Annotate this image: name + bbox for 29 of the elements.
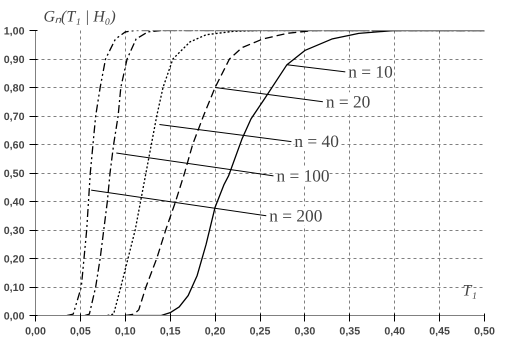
x-tick-label: 0,25 xyxy=(250,326,270,337)
annotation: n = 40 xyxy=(294,132,339,152)
x-tick-label: 0,30 xyxy=(294,326,316,337)
y-tick-label: 0,40 xyxy=(4,196,25,208)
y-tick-label: 0,30 xyxy=(4,225,25,237)
x-tick-label: 0,35 xyxy=(339,326,360,337)
x-tick-label: 0,05 xyxy=(70,326,91,337)
y-tick-label: 0,50 xyxy=(4,168,25,180)
y-axis-title: Gₙ(T₁ | H₀) xyxy=(44,8,116,26)
annotation: n = 10 xyxy=(348,62,393,82)
annotation: n = 100 xyxy=(276,166,330,186)
x-tick-label: 0,00 xyxy=(25,326,46,337)
y-tick-label: 0,80 xyxy=(4,82,25,94)
x-tick-label: 0,50 xyxy=(474,326,495,337)
x-tick-label: 0,15 xyxy=(160,326,181,337)
y-tick-label: 0,10 xyxy=(4,282,25,294)
x-tick-label: 0,40 xyxy=(384,326,406,337)
y-tick-label: 1,00 xyxy=(4,26,25,38)
x-axis-title: T₁ xyxy=(462,282,477,300)
x-tick-label: 0,20 xyxy=(204,326,226,337)
x-tick-label: 0,10 xyxy=(114,326,136,337)
y-tick-label: 0,90 xyxy=(4,54,25,66)
y-tick-label: 0,20 xyxy=(4,254,25,266)
x-tick-label: 0,45 xyxy=(429,326,450,337)
y-tick-label: 0,70 xyxy=(4,111,25,123)
annotation: n = 200 xyxy=(269,206,322,226)
annotation: n = 20 xyxy=(326,92,370,112)
y-tick-label: 0,00 xyxy=(4,310,25,322)
y-tick-label: 0,60 xyxy=(4,140,25,152)
